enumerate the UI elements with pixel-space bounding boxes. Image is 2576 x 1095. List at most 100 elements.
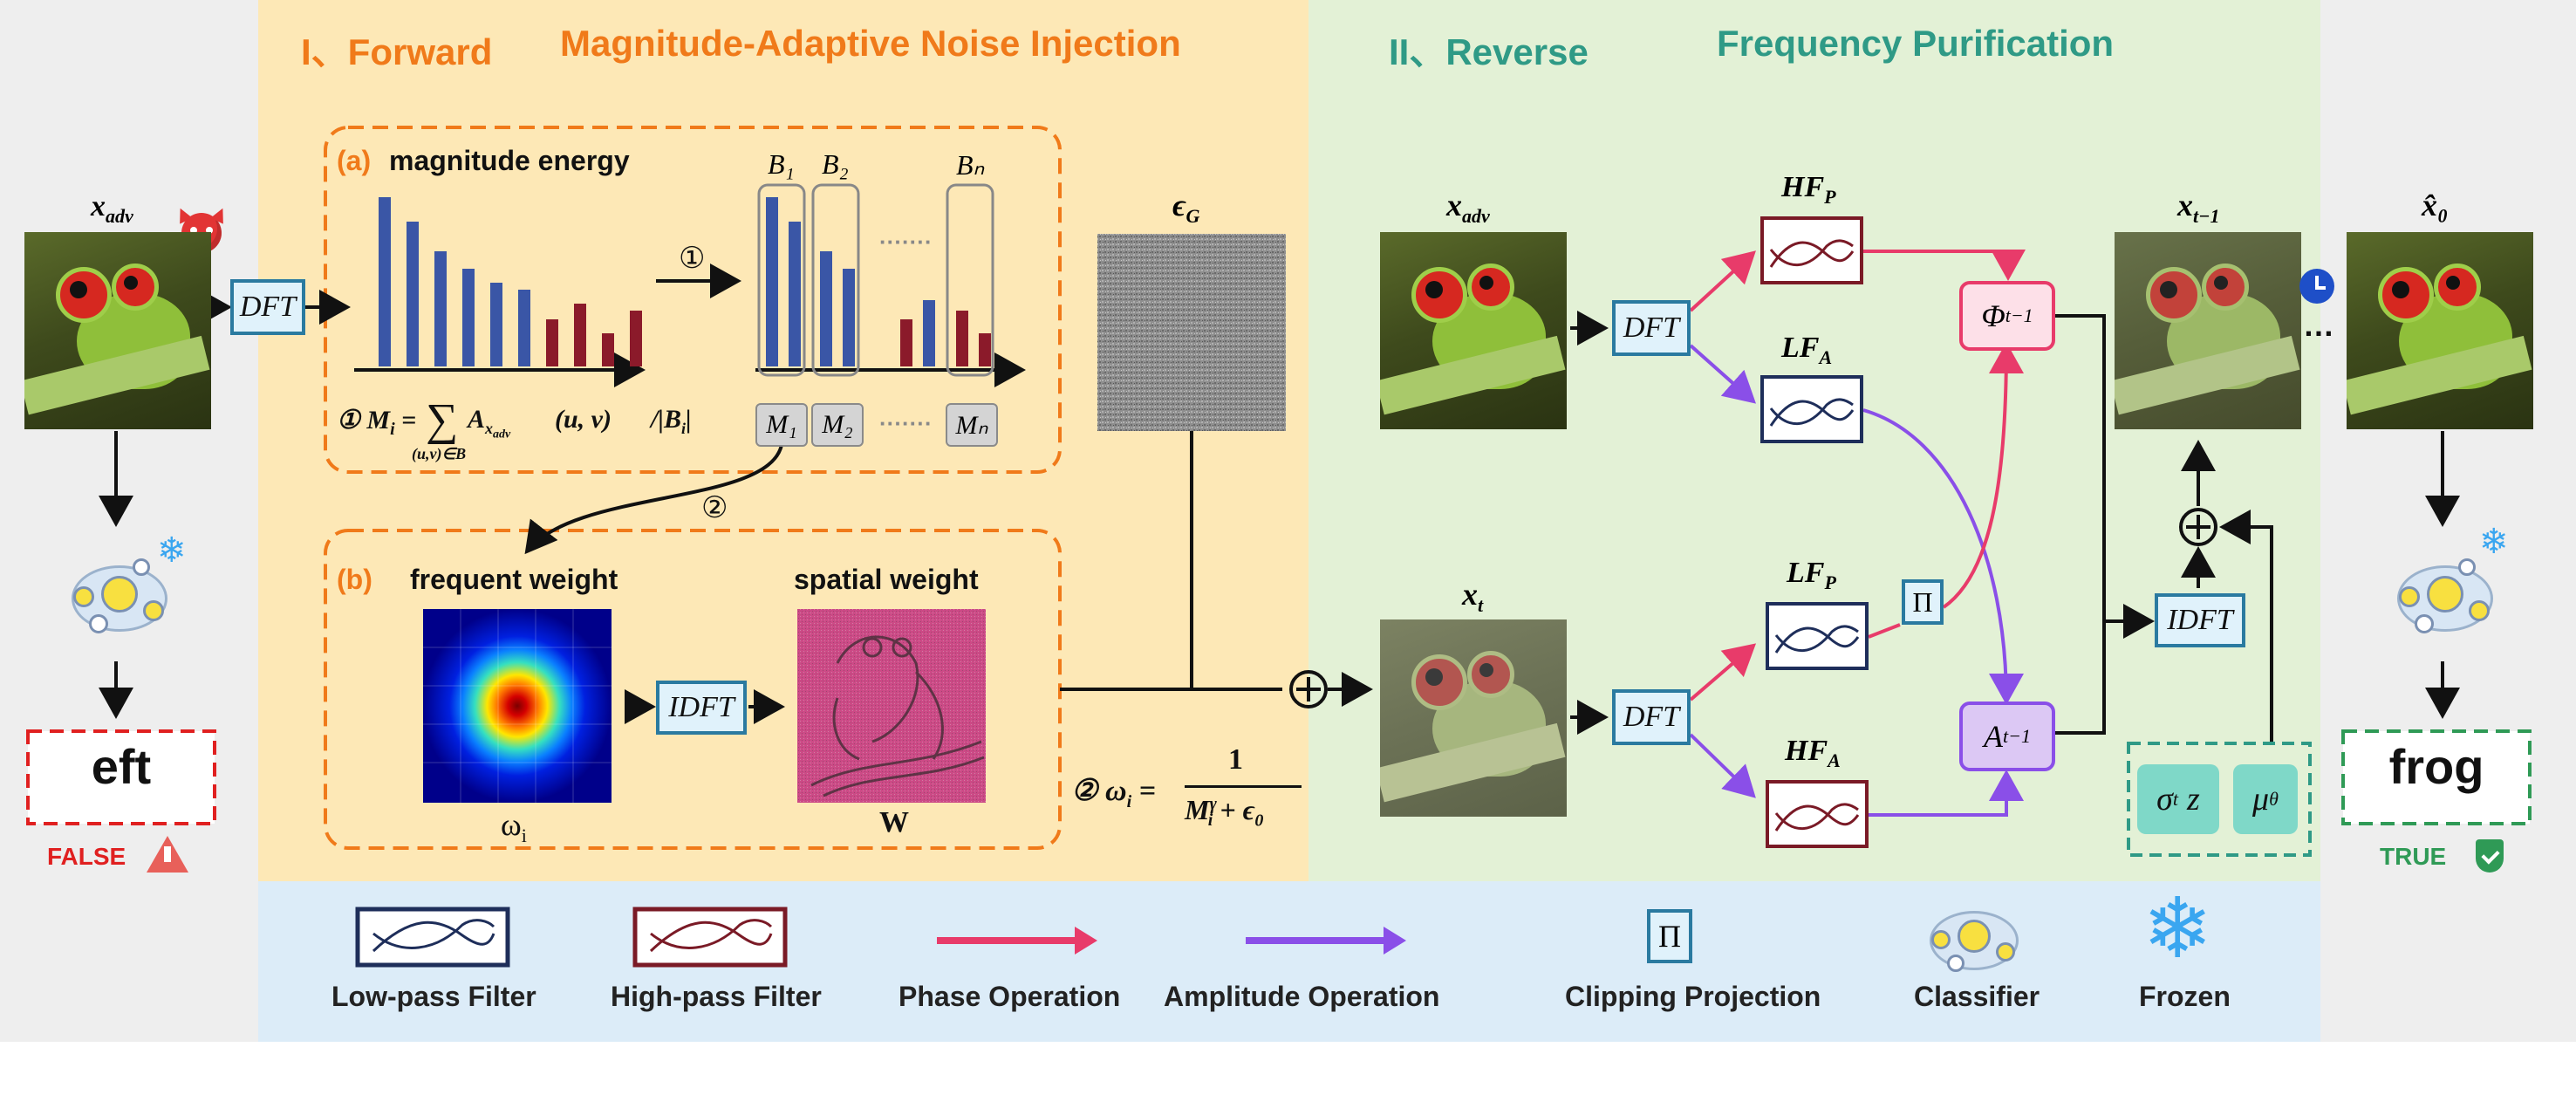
magnitude-bar: [407, 222, 419, 366]
legend-low-pass: Low-pass Filter: [331, 981, 536, 1012]
grouped-magnitude-bar: [923, 300, 935, 366]
legend-frozen: Frozen: [2139, 981, 2231, 1012]
classifier-icon-right: [2388, 551, 2497, 639]
hfp-label: HFP: [1781, 171, 1836, 208]
legend-high-pass: High-pass Filter: [611, 981, 822, 1012]
hfa-filter-box: [1766, 780, 1869, 848]
noisy-frog-image: [1380, 619, 1567, 817]
dft-box-reverse-1: DFT: [1612, 300, 1691, 356]
magnitude-bar: [546, 319, 558, 366]
m-box-dots: ·······: [879, 410, 933, 436]
step1-marker: ①: [679, 242, 706, 275]
lfa-label: LFA: [1781, 332, 1833, 368]
m-box-1: M₁: [755, 403, 808, 447]
omega-label: ωi: [501, 807, 527, 847]
clipping-projection-box: Π: [1902, 579, 1944, 625]
adv-frog-image-reverse: [1380, 232, 1567, 429]
magnitude-bar: [379, 197, 391, 366]
magnitude-bars-left: [379, 197, 642, 366]
input-label: xadv: [91, 190, 133, 227]
step2-marker: ②: [701, 491, 728, 524]
classifier-icon-left: [63, 551, 171, 639]
prediction-box-false: [26, 729, 216, 825]
magnitude-bar: [574, 304, 586, 366]
frequent-weight-title: frequent weight: [410, 564, 618, 595]
panel-b-tag: (b): [337, 564, 372, 595]
snowflake-icon-left: ❄: [157, 531, 187, 570]
lfp-label: LFP: [1787, 557, 1836, 593]
spatial-weight-title: spatial weight: [794, 564, 979, 595]
snowflake-icon-right: ❄: [2479, 523, 2509, 561]
magnitude-bar: [462, 269, 475, 366]
grouped-magnitude-bar: [979, 333, 991, 366]
grouped-magnitude-bar: [843, 269, 855, 366]
m-box-n: Mₙ: [946, 403, 998, 447]
status-false: FALSE: [47, 843, 126, 870]
add-operator-icon: [1289, 670, 1328, 708]
prediction-true-text: frog: [2388, 739, 2484, 794]
legend-classifier: Classifier: [1914, 981, 2040, 1012]
band-label-1: B₁: [768, 148, 795, 180]
legend-classifier-icon: [1923, 899, 2020, 974]
gaussian-noise-image: [1097, 234, 1286, 431]
grouped-magnitude-bar: [956, 311, 968, 366]
grouped-magnitude-bar: [900, 319, 912, 366]
magnitude-bar: [630, 311, 642, 366]
band-label-2: B₂: [822, 148, 849, 180]
magnitude-bar: [602, 333, 614, 366]
legend-clip: Clipping Projection: [1565, 981, 1821, 1012]
input-frog-image: [24, 232, 211, 429]
forward-subtitle: Magnitude-Adaptive Noise Injection: [560, 23, 1181, 64]
band-dots: ·······: [879, 229, 933, 255]
reverse-xtm1-label: xt−1: [2177, 188, 2220, 228]
hfa-label: HFA: [1785, 735, 1841, 771]
output-label: x̂₀: [2422, 188, 2449, 222]
idft-box-reverse: IDFT: [2155, 593, 2245, 647]
low-pass-legend-icon: [355, 907, 510, 968]
forward-title: I、Forward: [301, 31, 493, 72]
magnitude-bar: [518, 290, 530, 366]
m-box-2: M₂: [811, 403, 864, 447]
band-label-n: Bₙ: [956, 149, 985, 181]
clock-icon: [2299, 269, 2334, 304]
magnitude-bar: [434, 251, 447, 366]
ellipsis: …: [2303, 307, 2334, 343]
panel-a-title: magnitude energy: [389, 145, 630, 176]
reverse-xadv-label: xadv: [1446, 188, 1490, 228]
reverse-xt-label: xt: [1462, 577, 1484, 617]
legend-pi-icon: Π: [1647, 909, 1692, 963]
dft-box-forward: DFT: [230, 279, 305, 335]
dft-box-reverse-2: DFT: [1612, 689, 1691, 745]
magnitude-formula: ① Mi = ∑ (u,v)∈B Axadv (u, v) /|Bi|: [337, 395, 692, 462]
frequent-weight-map: [423, 609, 612, 803]
denoised-frog-image: [2115, 232, 2301, 429]
grouped-magnitude-bar: [766, 197, 778, 366]
legend-snowflake-icon: ❄: [2142, 882, 2213, 975]
shield-icon: [2476, 839, 2504, 873]
idft-box-forward: IDFT: [656, 681, 747, 735]
grouped-magnitude-bar: [789, 222, 801, 366]
w-label: W: [879, 806, 909, 838]
warning-icon: [147, 836, 188, 873]
lfp-filter-box: [1766, 602, 1869, 670]
grouped-magnitude-bar: [820, 251, 832, 366]
panel-a-tag: (a): [337, 145, 372, 176]
denoiser-model-frame: [2127, 742, 2312, 857]
weight-formula: ② ωi = 1 Mγi + ϵ0: [1071, 743, 1308, 848]
hfp-filter-box: [1760, 216, 1863, 284]
lfa-filter-box: [1760, 375, 1863, 443]
reverse-subtitle: Frequency Purification: [1717, 23, 2115, 64]
noise-label: ϵG: [1172, 188, 1200, 228]
add-operator-reverse-icon: [2179, 508, 2217, 546]
high-pass-legend-icon: [632, 907, 788, 968]
magnitude-bars-grouped: [766, 197, 991, 366]
magnitude-bar: [490, 283, 502, 366]
legend-amplitude: Amplitude Operation: [1164, 981, 1440, 1012]
prediction-false-text: eft: [91, 739, 152, 794]
status-true: TRUE: [2380, 843, 2447, 870]
